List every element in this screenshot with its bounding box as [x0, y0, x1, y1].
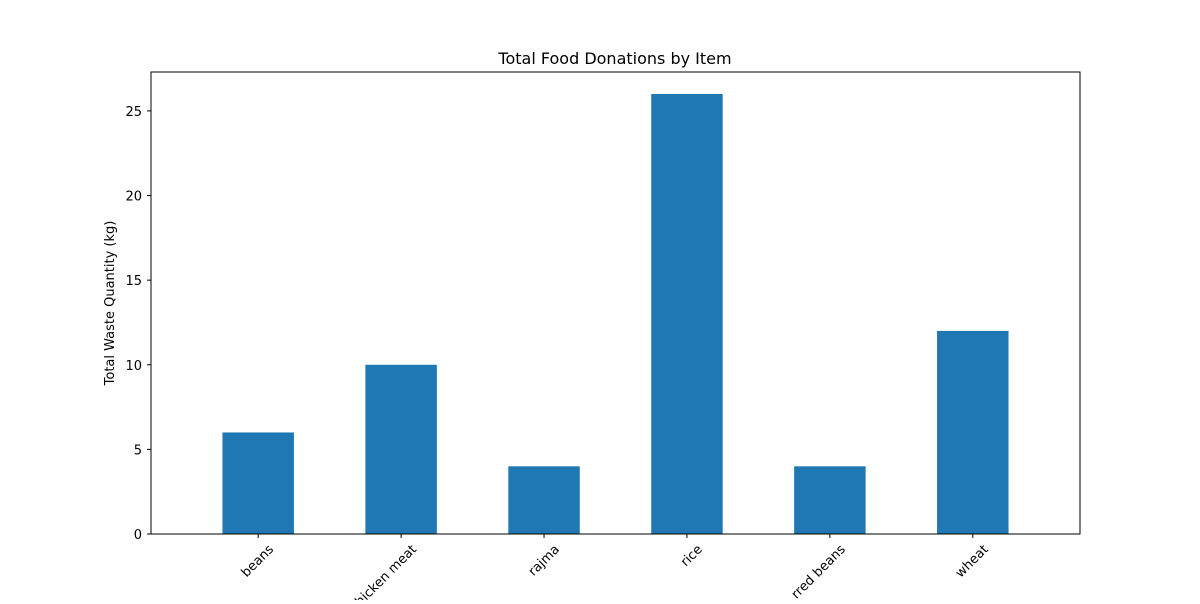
x-tick-label: rred beans: [789, 542, 849, 600]
x-axis-ticks: beans chicken meat rajma rice rred beans whea…: [239, 534, 992, 600]
bar-beans: [222, 432, 294, 534]
x-tick-label: rajma: [526, 542, 563, 579]
y-tick-label: 0: [134, 528, 142, 543]
x-tick-label: rice: [678, 542, 706, 570]
plot-frame: [150, 71, 1081, 535]
y-axis-ticks: 0 5 10 15 20 25: [125, 105, 151, 543]
bar-rajma: [508, 466, 580, 534]
bar-rice: [651, 94, 723, 534]
bar-wheat: [937, 330, 1009, 534]
y-tick-label: 15: [125, 274, 142, 289]
y-tick-label: 5: [134, 443, 142, 458]
y-tick-label: 20: [125, 190, 142, 205]
y-tick-label: 25: [125, 105, 142, 120]
bar-rred-beans: [794, 466, 866, 534]
bars-group: [222, 94, 1009, 534]
y-axis-label: Total Waste Quantity (kg): [103, 221, 118, 387]
y-tick-label: 10: [125, 359, 142, 374]
x-tick-label: beans: [239, 542, 278, 581]
chart-title: Total Food Donations by Item: [497, 49, 731, 68]
bar-chicken-meat: [365, 364, 437, 534]
x-tick-label: wheat: [953, 542, 992, 581]
x-tick-label: chicken meat: [348, 542, 420, 600]
